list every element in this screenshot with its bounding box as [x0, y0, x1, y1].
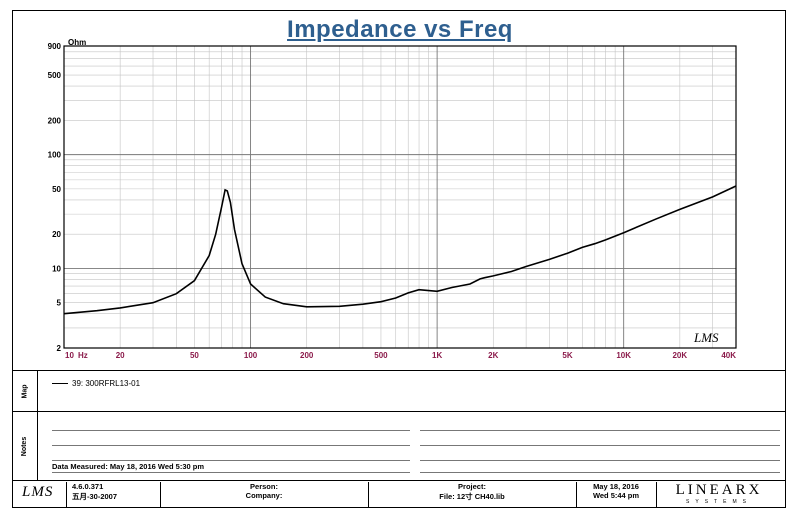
version-cell: 4.6.0.371 五月-30-2007 [72, 482, 162, 506]
note-line [52, 460, 410, 461]
x-tick-label: 2K [488, 351, 498, 360]
x-tick-label: 20K [672, 351, 687, 360]
map-tab: Map [12, 371, 38, 411]
x-tick-label: 10 [65, 351, 74, 360]
plot-lms-logo: LMS [693, 330, 719, 345]
footer-separator [160, 482, 161, 508]
lms-logo: LMS [22, 484, 54, 500]
map-label: Map [21, 384, 28, 398]
y-tick-label: 2 [57, 344, 62, 353]
report-frame [12, 10, 786, 508]
y-tick-label: 200 [48, 116, 62, 125]
legend-entry: 39: 300RFRL13-01 [72, 379, 141, 388]
note-line [52, 430, 410, 431]
x-tick-label: 20 [116, 351, 125, 360]
project-cell: Project: File: 12寸 CH40.lib [368, 482, 576, 506]
divider-footer [12, 480, 786, 481]
chart-title: Impedance vs Freq [287, 16, 513, 43]
legend-swatch [52, 383, 68, 384]
grid-minor [64, 45, 737, 349]
y-unit-label: Ohm [68, 38, 86, 47]
x-tick-label: 100 [244, 351, 258, 360]
notes-label: Notes [20, 436, 28, 456]
file-label: File: 12寸 CH40.lib [439, 492, 505, 501]
note-line [52, 445, 410, 446]
y-tick-label: 100 [48, 151, 62, 160]
footer-separator [368, 482, 369, 508]
y-tick-label: 900 [48, 42, 62, 51]
x-tick-label: 500 [374, 351, 388, 360]
impedance-curve [63, 185, 737, 315]
linearx-systems: SYSTEMS [686, 499, 752, 505]
grid-major [63, 46, 736, 348]
person-cell: Person: Company: [160, 482, 368, 506]
notes-tab: Notes [12, 412, 38, 480]
note-line [420, 445, 780, 446]
divider-notes [12, 411, 786, 412]
y-tick-label: 20 [52, 230, 61, 239]
project-label: Project: [458, 482, 486, 491]
note-line [420, 460, 780, 461]
y-tick-label: 500 [48, 71, 62, 80]
footer-separator [66, 482, 67, 508]
x-tick-label: 1K [432, 351, 442, 360]
footer-separator [656, 482, 657, 508]
date-cell: May 18, 2016 Wed 5:44 pm [576, 482, 656, 506]
x-tick-label: 50 [190, 351, 199, 360]
note-line [420, 430, 780, 431]
y-tick-label: 5 [57, 299, 62, 308]
x-tick-label: 200 [300, 351, 314, 360]
version: 4.6.0.371 [72, 482, 104, 491]
x-tick-label: 5K [562, 351, 572, 360]
impedance-chart: 900 500 200 100 50 20 10 5 2 10 20 50 100 200 500 1K 2K… [48, 38, 737, 360]
note-line [52, 472, 410, 473]
person-label: Person: [250, 482, 278, 491]
footer-date: May 18, 2016 [593, 482, 639, 491]
y-tick-label: 50 [52, 185, 61, 194]
data-measured: Data Measured: May 18, 2016 Wed 5:30 pm [52, 462, 205, 471]
note-line [420, 472, 780, 473]
company-label: Company: [245, 491, 283, 500]
plot-area-border [63, 45, 737, 349]
build-date: 五月-30-2007 [72, 492, 118, 501]
y-tick-label: 10 [52, 264, 61, 273]
x-tick-labels: 10 20 50 100 200 500 1K 2K 5K 10K 20K 40K [65, 351, 736, 360]
x-tick-label: 10K [616, 351, 631, 360]
divider-map [12, 370, 786, 371]
linearx-logo: LINEARX [675, 482, 763, 498]
footer-separator [576, 482, 577, 508]
x-tick-label: 40K [721, 351, 736, 360]
legend: 39: 300RFRL13-01 [52, 379, 140, 388]
y-tick-labels: 900 500 200 100 50 20 10 5 2 [48, 42, 62, 353]
x-unit-label: Hz [78, 351, 88, 360]
footer-time: Wed 5:44 pm [592, 491, 640, 500]
